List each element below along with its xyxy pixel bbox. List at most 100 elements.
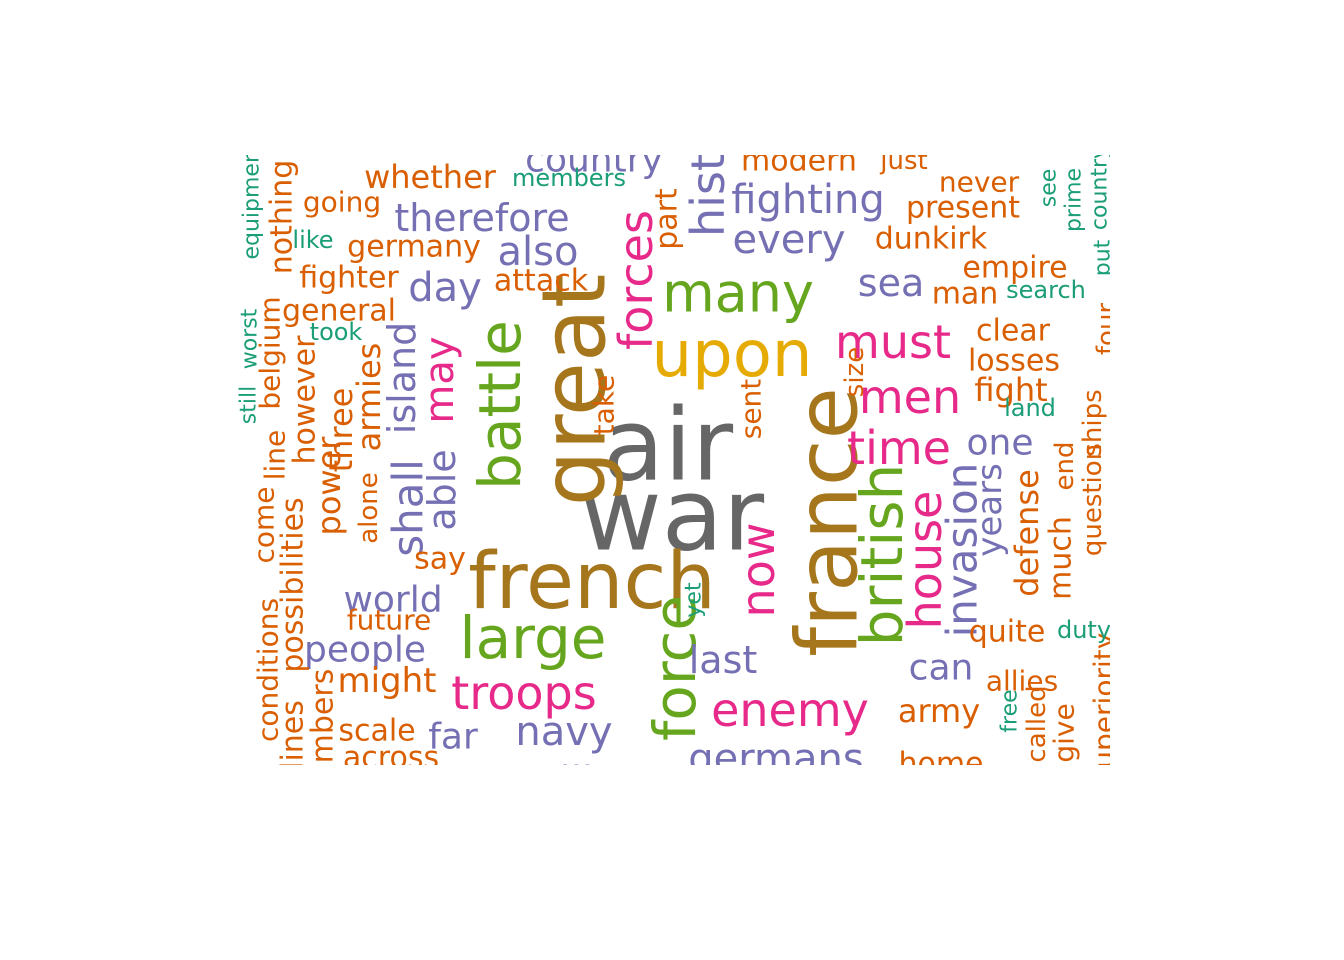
word-country: country	[525, 140, 663, 181]
word-british: british	[848, 464, 916, 647]
word-now: now	[731, 523, 785, 618]
word-just: just	[879, 146, 927, 176]
word-home: home	[898, 747, 983, 782]
word-upon: upon	[652, 318, 813, 392]
word-worst: worst	[238, 308, 263, 369]
word-prime: prime	[1062, 168, 1087, 232]
word-people: people	[304, 630, 426, 671]
word-members: members	[512, 164, 626, 192]
word-man: man	[932, 277, 999, 312]
word-fight: fight	[974, 371, 1047, 409]
word-able: able	[420, 449, 464, 530]
word-france: france	[779, 387, 878, 657]
word-far: far	[428, 717, 478, 758]
word-last: last	[689, 638, 758, 682]
word-never: never	[939, 166, 1020, 199]
word-going: going	[303, 186, 381, 219]
word-future: future	[347, 604, 431, 637]
word-say: say	[414, 542, 466, 577]
word-across: across	[343, 741, 439, 776]
word-question: question	[1078, 444, 1108, 556]
word-still: still	[237, 386, 262, 424]
word-put: put	[1091, 239, 1116, 276]
word-many: many	[662, 262, 814, 325]
word-dunkirk: dunkirk	[875, 222, 988, 257]
word-free: free	[998, 689, 1023, 732]
word-every: every	[732, 217, 845, 263]
word-therefore: therefore	[394, 196, 569, 240]
word-must: must	[835, 315, 951, 369]
word-time: time	[847, 421, 951, 475]
word-land: land	[1004, 394, 1056, 422]
word-nothing: nothing	[265, 160, 300, 275]
word-force: force	[641, 595, 709, 741]
word-may: may	[417, 336, 463, 423]
word-alone: alone	[354, 472, 384, 544]
word-empire: empire	[962, 251, 1067, 286]
word-however: however	[288, 335, 323, 465]
word-forces: forces	[609, 210, 663, 350]
word-years: years	[970, 463, 1010, 557]
word-island: island	[380, 322, 424, 434]
word-french: french	[468, 537, 716, 627]
word-end: end	[1050, 442, 1080, 491]
word-line: line	[259, 430, 292, 481]
word-also: also	[498, 229, 579, 275]
word-scale: scale	[338, 714, 415, 749]
word-called: called	[1022, 685, 1052, 762]
word-fighter: fighter	[299, 261, 399, 296]
word-great: great	[523, 274, 626, 507]
word-lines: lines	[276, 700, 311, 770]
word-army: army	[898, 692, 980, 730]
word-troops: troops	[451, 666, 596, 720]
word-take: take	[588, 375, 621, 436]
word-four: four	[1092, 303, 1122, 356]
word-possibilities: possibilities	[276, 497, 311, 672]
word-allies: allies	[986, 665, 1058, 698]
word-attack: attack	[494, 264, 589, 299]
word-sent: sent	[735, 379, 768, 440]
word-shall: shall	[384, 459, 433, 557]
word-might: might	[337, 661, 436, 701]
word-germans: germans	[688, 736, 863, 782]
word-military: military	[521, 759, 674, 805]
word-much: much	[1044, 516, 1079, 600]
word-duty: duty	[1057, 616, 1111, 644]
word-one: one	[967, 423, 1034, 464]
word-battle: battle	[466, 320, 534, 490]
word-war: war	[580, 457, 765, 574]
word-country: country	[1088, 146, 1113, 230]
word-modern: modern	[741, 144, 857, 179]
word-search: search	[1006, 276, 1086, 304]
word-like: like	[292, 226, 333, 254]
word-part: part	[650, 188, 685, 250]
word-three: three	[322, 388, 360, 473]
word-clear: clear	[976, 314, 1051, 349]
word-power: power	[310, 436, 348, 536]
word-losses: losses	[968, 344, 1060, 379]
word-men: men	[859, 370, 961, 424]
word-navy: navy	[515, 709, 612, 755]
word-general: general	[282, 294, 396, 329]
word-day: day	[408, 265, 482, 311]
word-invasion: invasion	[938, 463, 987, 638]
word-yet: yet	[682, 582, 707, 618]
word-present: present	[906, 191, 1020, 226]
word-armies: armies	[350, 343, 388, 452]
word-took: took	[310, 318, 363, 346]
word-hist: hist	[681, 153, 735, 237]
word-can: can	[909, 648, 974, 689]
word-world: world	[343, 580, 442, 621]
word-size: size	[840, 347, 870, 397]
word-enemy: enemy	[711, 683, 869, 737]
word-sea: sea	[858, 261, 924, 305]
word-conditions: conditions	[252, 598, 285, 742]
word-fighting: fighting	[731, 177, 884, 223]
word-give: give	[1048, 703, 1081, 762]
word-equipment: equipment	[240, 140, 265, 259]
word-superiority: superiority	[1088, 633, 1121, 784]
word-numbers: numbers	[306, 669, 341, 802]
word-defense: defense	[1008, 469, 1046, 597]
word-quite: quite	[969, 615, 1046, 650]
